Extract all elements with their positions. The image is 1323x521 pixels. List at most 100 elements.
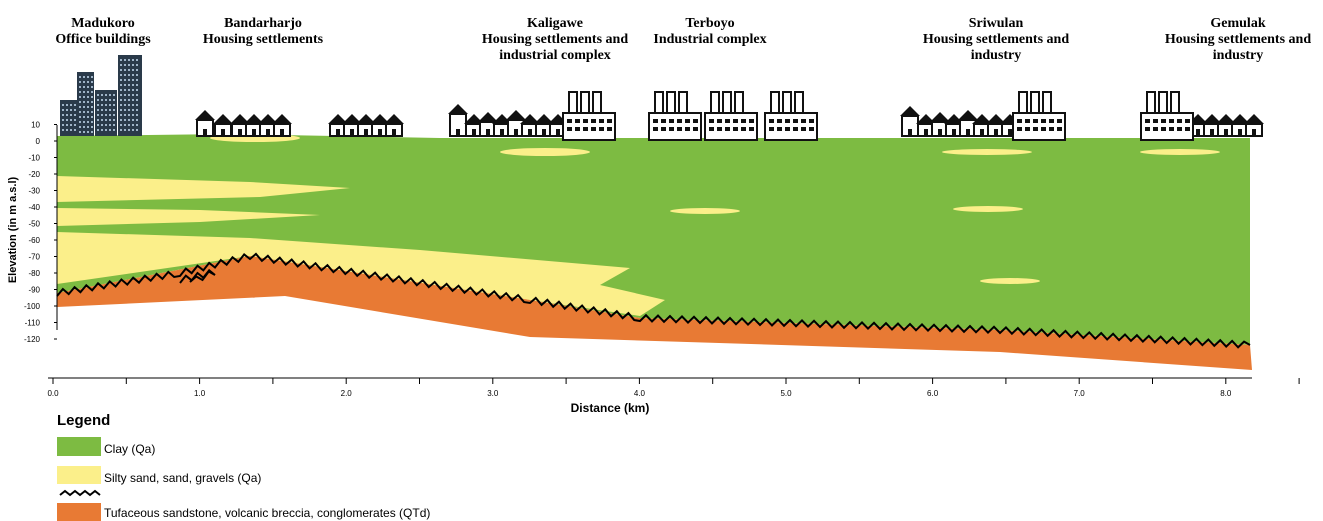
window: [1169, 127, 1174, 131]
window: [109, 109, 111, 111]
window: [87, 101, 89, 103]
window: [120, 99, 122, 101]
window: [101, 119, 103, 121]
door: [1238, 129, 1242, 136]
location-label: Gemulak: [1210, 16, 1265, 31]
window: [669, 119, 674, 123]
window: [128, 59, 130, 61]
window: [128, 74, 130, 76]
window: [62, 129, 64, 131]
door: [924, 129, 928, 136]
window: [101, 124, 103, 126]
door: [1252, 129, 1256, 136]
door: [500, 129, 504, 136]
window: [109, 114, 111, 116]
window: [74, 104, 76, 106]
window: [769, 119, 774, 123]
contact-line: [179, 268, 216, 284]
window: [120, 89, 122, 91]
window: [105, 104, 107, 106]
window: [79, 91, 81, 93]
window: [113, 109, 115, 111]
door: [350, 129, 354, 136]
chimney: [592, 91, 602, 114]
window: [777, 127, 782, 131]
window: [725, 119, 730, 123]
window: [124, 64, 126, 66]
house-roof: [195, 110, 215, 120]
window: [1041, 119, 1046, 123]
window: [83, 106, 85, 108]
window: [124, 99, 126, 101]
window: [70, 104, 72, 106]
window: [124, 129, 126, 131]
layers: [57, 134, 1252, 370]
window: [83, 76, 85, 78]
window: [733, 119, 738, 123]
window: [1185, 119, 1190, 123]
location-label: Housing settlements and: [923, 32, 1069, 47]
window: [83, 131, 85, 133]
window: [1033, 119, 1038, 123]
window: [91, 86, 93, 88]
window: [785, 119, 790, 123]
house-roof: [258, 114, 278, 124]
location-label: Industrial complex: [653, 32, 766, 47]
window: [1145, 119, 1150, 123]
sand-lens: [1140, 149, 1220, 155]
window: [62, 124, 64, 126]
window: [97, 104, 99, 106]
chimney: [734, 91, 744, 114]
window: [91, 106, 93, 108]
window: [120, 119, 122, 121]
window: [97, 94, 99, 96]
sand-lens: [942, 149, 1032, 155]
window: [793, 127, 798, 131]
window: [653, 127, 658, 131]
window: [717, 119, 722, 123]
door: [994, 129, 998, 136]
location-label: Kaligawe: [527, 16, 583, 31]
house-roof: [506, 110, 526, 120]
window: [128, 114, 130, 116]
window: [79, 76, 81, 78]
window: [1017, 127, 1022, 131]
y-tick-label: -110: [25, 319, 41, 328]
x-tick-label: 7.0: [1074, 389, 1086, 398]
window: [128, 119, 130, 121]
chimney: [1018, 91, 1028, 114]
window: [1161, 119, 1166, 123]
sand-lens: [57, 232, 665, 316]
window: [801, 119, 806, 123]
window: [70, 114, 72, 116]
house-roof: [244, 114, 264, 124]
location-label: industry: [1213, 48, 1264, 63]
window: [128, 84, 130, 86]
house-roof: [370, 114, 390, 124]
door: [980, 129, 984, 136]
door: [364, 129, 368, 136]
window: [136, 119, 138, 121]
window: [677, 127, 682, 131]
window: [109, 129, 111, 131]
window: [120, 74, 122, 76]
contacts: [56, 252, 1251, 349]
window: [1169, 119, 1174, 123]
window: [83, 86, 85, 88]
window: [83, 96, 85, 98]
door: [1196, 129, 1200, 136]
window: [128, 64, 130, 66]
window: [113, 99, 115, 101]
window: [801, 127, 806, 131]
window: [1049, 119, 1054, 123]
door: [280, 129, 284, 136]
window: [66, 114, 68, 116]
window: [91, 76, 93, 78]
chimney: [710, 91, 720, 114]
window: [70, 109, 72, 111]
legend-label: Silty sand, sand, gravels (Qa): [104, 471, 261, 485]
window: [132, 109, 134, 111]
house-roof: [328, 114, 348, 124]
window: [128, 94, 130, 96]
window: [1057, 127, 1062, 131]
